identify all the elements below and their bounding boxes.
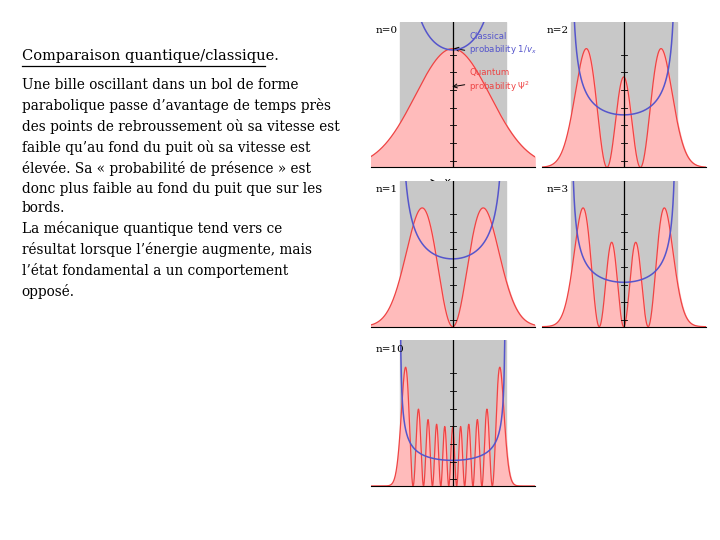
Text: n=10: n=10 bbox=[376, 345, 405, 354]
Text: n=0: n=0 bbox=[376, 26, 398, 35]
Text: $x$: $x$ bbox=[443, 177, 452, 187]
Bar bbox=[571, 22, 677, 167]
Text: Comparaison quantique/classique.: Comparaison quantique/classique. bbox=[22, 49, 279, 63]
Bar bbox=[400, 22, 505, 167]
Text: n=3: n=3 bbox=[546, 185, 569, 194]
Text: Une bille oscillant dans un bol de forme
parabolique passe d’avantage de temps p: Une bille oscillant dans un bol de forme… bbox=[22, 78, 340, 299]
Text: Quantum
probability $\Psi^2$: Quantum probability $\Psi^2$ bbox=[469, 68, 530, 94]
Text: Classical
probability 1/$v_x$: Classical probability 1/$v_x$ bbox=[469, 32, 537, 56]
Text: n=1: n=1 bbox=[376, 185, 398, 194]
Bar bbox=[400, 340, 505, 486]
Bar bbox=[571, 181, 677, 327]
Bar bbox=[400, 181, 505, 327]
Text: n=2: n=2 bbox=[546, 26, 569, 35]
